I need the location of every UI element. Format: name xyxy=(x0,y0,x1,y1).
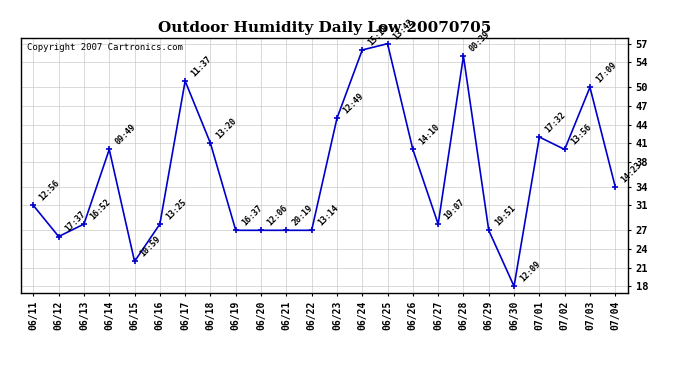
Text: 14:23: 14:23 xyxy=(620,160,644,184)
Text: 09:49: 09:49 xyxy=(113,123,137,147)
Text: 00:39: 00:39 xyxy=(468,29,492,53)
Title: Outdoor Humidity Daily Low 20070705: Outdoor Humidity Daily Low 20070705 xyxy=(158,21,491,35)
Text: 17:37: 17:37 xyxy=(63,210,87,234)
Text: 13:25: 13:25 xyxy=(164,197,188,221)
Text: 17:32: 17:32 xyxy=(544,110,568,134)
Text: 11:37: 11:37 xyxy=(189,54,213,78)
Text: 19:07: 19:07 xyxy=(442,197,466,221)
Text: 13:56: 13:56 xyxy=(569,123,593,147)
Text: 20:19: 20:19 xyxy=(290,204,315,228)
Text: 12:56: 12:56 xyxy=(37,178,61,203)
Text: Copyright 2007 Cartronics.com: Copyright 2007 Cartronics.com xyxy=(27,43,183,52)
Text: 16:52: 16:52 xyxy=(88,197,112,221)
Text: 13:42: 13:42 xyxy=(392,17,416,41)
Text: 16:37: 16:37 xyxy=(240,204,264,228)
Text: 14:10: 14:10 xyxy=(417,123,441,147)
Text: 10:59: 10:59 xyxy=(139,235,163,259)
Text: 17:09: 17:09 xyxy=(594,60,618,84)
Text: 19:51: 19:51 xyxy=(493,204,517,228)
Text: 12:49: 12:49 xyxy=(341,92,365,116)
Text: 15:18: 15:18 xyxy=(366,23,391,47)
Text: 13:20: 13:20 xyxy=(215,116,239,141)
Text: 13:14: 13:14 xyxy=(316,204,340,228)
Text: 12:09: 12:09 xyxy=(518,260,542,284)
Text: 12:06: 12:06 xyxy=(265,204,289,228)
